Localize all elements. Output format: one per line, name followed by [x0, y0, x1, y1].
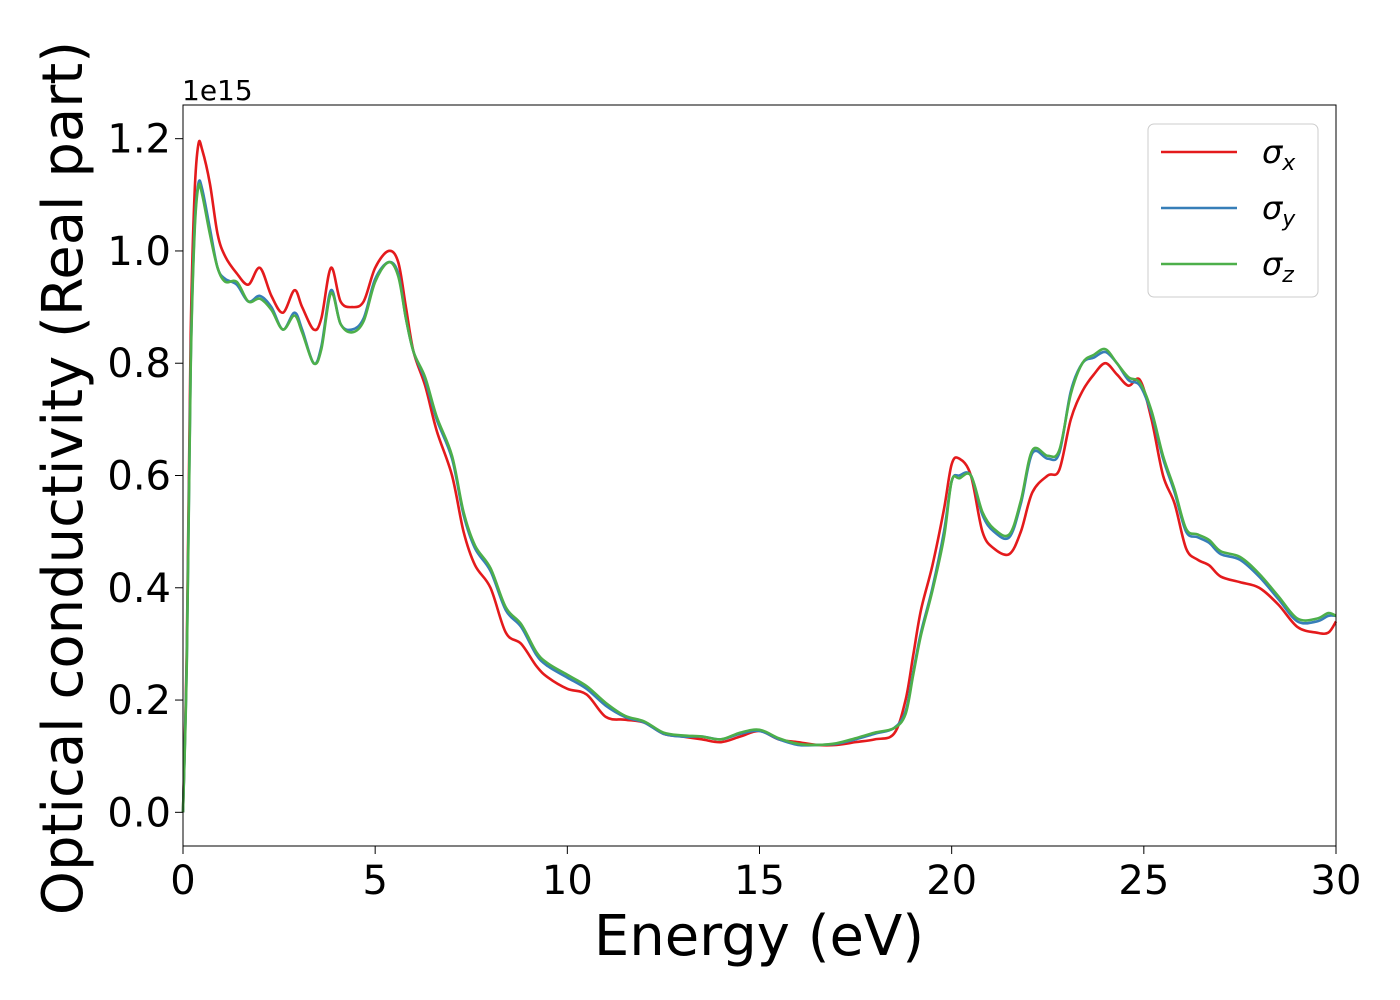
y-axis-label: Optical conductivity (Real part)	[31, 41, 96, 915]
x-tick-label: 25	[1118, 858, 1169, 904]
y-tick-label: 0.8	[107, 341, 171, 387]
x-tick-label: 10	[542, 858, 593, 904]
x-axis-label: Energy (eV)	[594, 904, 924, 969]
x-tick-label: 0	[170, 858, 195, 904]
series-line-x	[181, 139, 1338, 813]
legend-label: σz	[1262, 245, 1294, 288]
y-tick-label: 0.6	[107, 454, 171, 500]
legend-label: σy	[1262, 189, 1296, 232]
y-offset-label: 1e15	[182, 74, 253, 107]
x-tick-label: 15	[734, 858, 785, 904]
legend-box	[1147, 123, 1319, 298]
y-tick-label: 1.2	[107, 117, 171, 163]
x-tick-label: 30	[1311, 858, 1362, 904]
x-axis: 0 5 10 15 20 25 30	[170, 846, 1361, 904]
plot-frame	[182, 104, 1337, 847]
legend: σx σy σz	[1147, 123, 1319, 298]
y-axis: 0.0 0.2 0.4 0.6 0.8 1.0 1.2	[107, 117, 183, 836]
y-tick-label: 0.4	[107, 566, 171, 612]
y-tick-label: 0.0	[107, 790, 171, 836]
x-tick-label: 20	[926, 858, 977, 904]
y-tick-label: 1.0	[107, 229, 171, 275]
y-tick-label: 0.2	[107, 678, 171, 724]
legend-label: σx	[1262, 133, 1296, 176]
plot-area	[181, 139, 1338, 813]
x-tick-label: 5	[362, 858, 387, 904]
series-line-z	[181, 182, 1337, 813]
